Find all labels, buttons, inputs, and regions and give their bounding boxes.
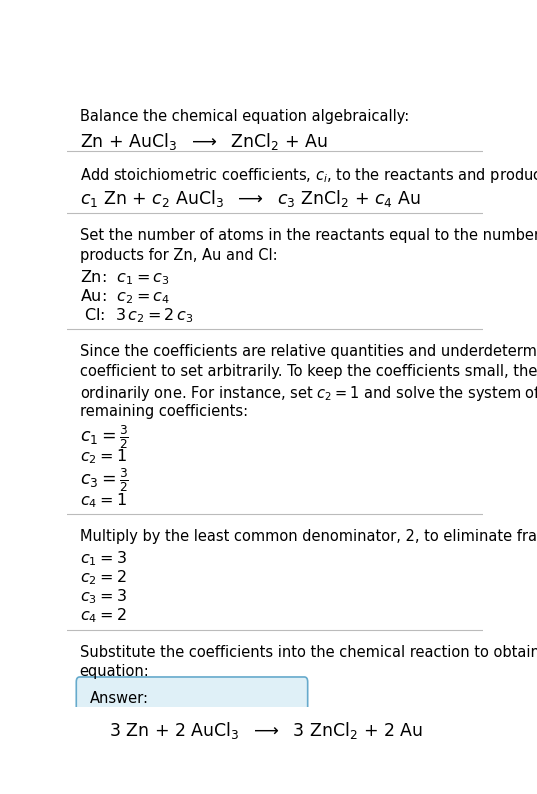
FancyBboxPatch shape xyxy=(76,677,308,759)
Text: $c_4 = 1$: $c_4 = 1$ xyxy=(79,491,126,510)
Text: $c_1 = \frac{3}{2}$: $c_1 = \frac{3}{2}$ xyxy=(79,423,128,451)
Text: remaining coefficients:: remaining coefficients: xyxy=(79,403,248,418)
Text: $c_3 = 3$: $c_3 = 3$ xyxy=(79,588,126,606)
Text: products for Zn, Au and Cl:: products for Zn, Au and Cl: xyxy=(79,248,277,263)
Text: $c_1$ Zn + $c_2$ AuCl$_3$  $\longrightarrow$  $c_3$ ZnCl$_2$ + $c_4$ Au: $c_1$ Zn + $c_2$ AuCl$_3$ $\longrightarr… xyxy=(79,187,420,209)
Text: equation:: equation: xyxy=(79,665,149,680)
Text: Zn + AuCl$_3$  $\longrightarrow$  ZnCl$_2$ + Au: Zn + AuCl$_3$ $\longrightarrow$ ZnCl$_2$… xyxy=(79,131,328,152)
Text: 3 Zn + 2 AuCl$_3$  $\longrightarrow$  3 ZnCl$_2$ + 2 Au: 3 Zn + 2 AuCl$_3$ $\longrightarrow$ 3 Zn… xyxy=(108,720,423,742)
Text: Since the coefficients are relative quantities and underdetermined, choose a: Since the coefficients are relative quan… xyxy=(79,345,537,360)
Text: Answer:: Answer: xyxy=(90,691,149,706)
Text: Au:  $c_2 = c_4$: Au: $c_2 = c_4$ xyxy=(79,287,170,306)
Text: Substitute the coefficients into the chemical reaction to obtain the balanced: Substitute the coefficients into the che… xyxy=(79,645,537,660)
Text: Multiply by the least common denominator, 2, to eliminate fractional coefficient: Multiply by the least common denominator… xyxy=(79,530,537,545)
Text: $c_2 = 2$: $c_2 = 2$ xyxy=(79,569,126,587)
Text: Cl:  $3\,c_2 = 2\,c_3$: Cl: $3\,c_2 = 2\,c_3$ xyxy=(84,306,193,325)
Text: Zn:  $c_1 = c_3$: Zn: $c_1 = c_3$ xyxy=(79,268,169,287)
Text: Set the number of atoms in the reactants equal to the number of atoms in the: Set the number of atoms in the reactants… xyxy=(79,229,537,244)
Text: coefficient to set arbitrarily. To keep the coefficients small, the arbitrary va: coefficient to set arbitrarily. To keep … xyxy=(79,364,537,379)
Text: Balance the chemical equation algebraically:: Balance the chemical equation algebraica… xyxy=(79,109,409,124)
Text: $c_4 = 2$: $c_4 = 2$ xyxy=(79,607,126,625)
Text: $c_1 = 3$: $c_1 = 3$ xyxy=(79,549,126,568)
Text: Add stoichiometric coefficients, $c_i$, to the reactants and products:: Add stoichiometric coefficients, $c_i$, … xyxy=(79,166,537,185)
Text: $c_2 = 1$: $c_2 = 1$ xyxy=(79,448,126,466)
Text: $c_3 = \frac{3}{2}$: $c_3 = \frac{3}{2}$ xyxy=(79,467,128,495)
Text: ordinarily one. For instance, set $c_2 = 1$ and solve the system of equations fo: ordinarily one. For instance, set $c_2 =… xyxy=(79,384,537,403)
